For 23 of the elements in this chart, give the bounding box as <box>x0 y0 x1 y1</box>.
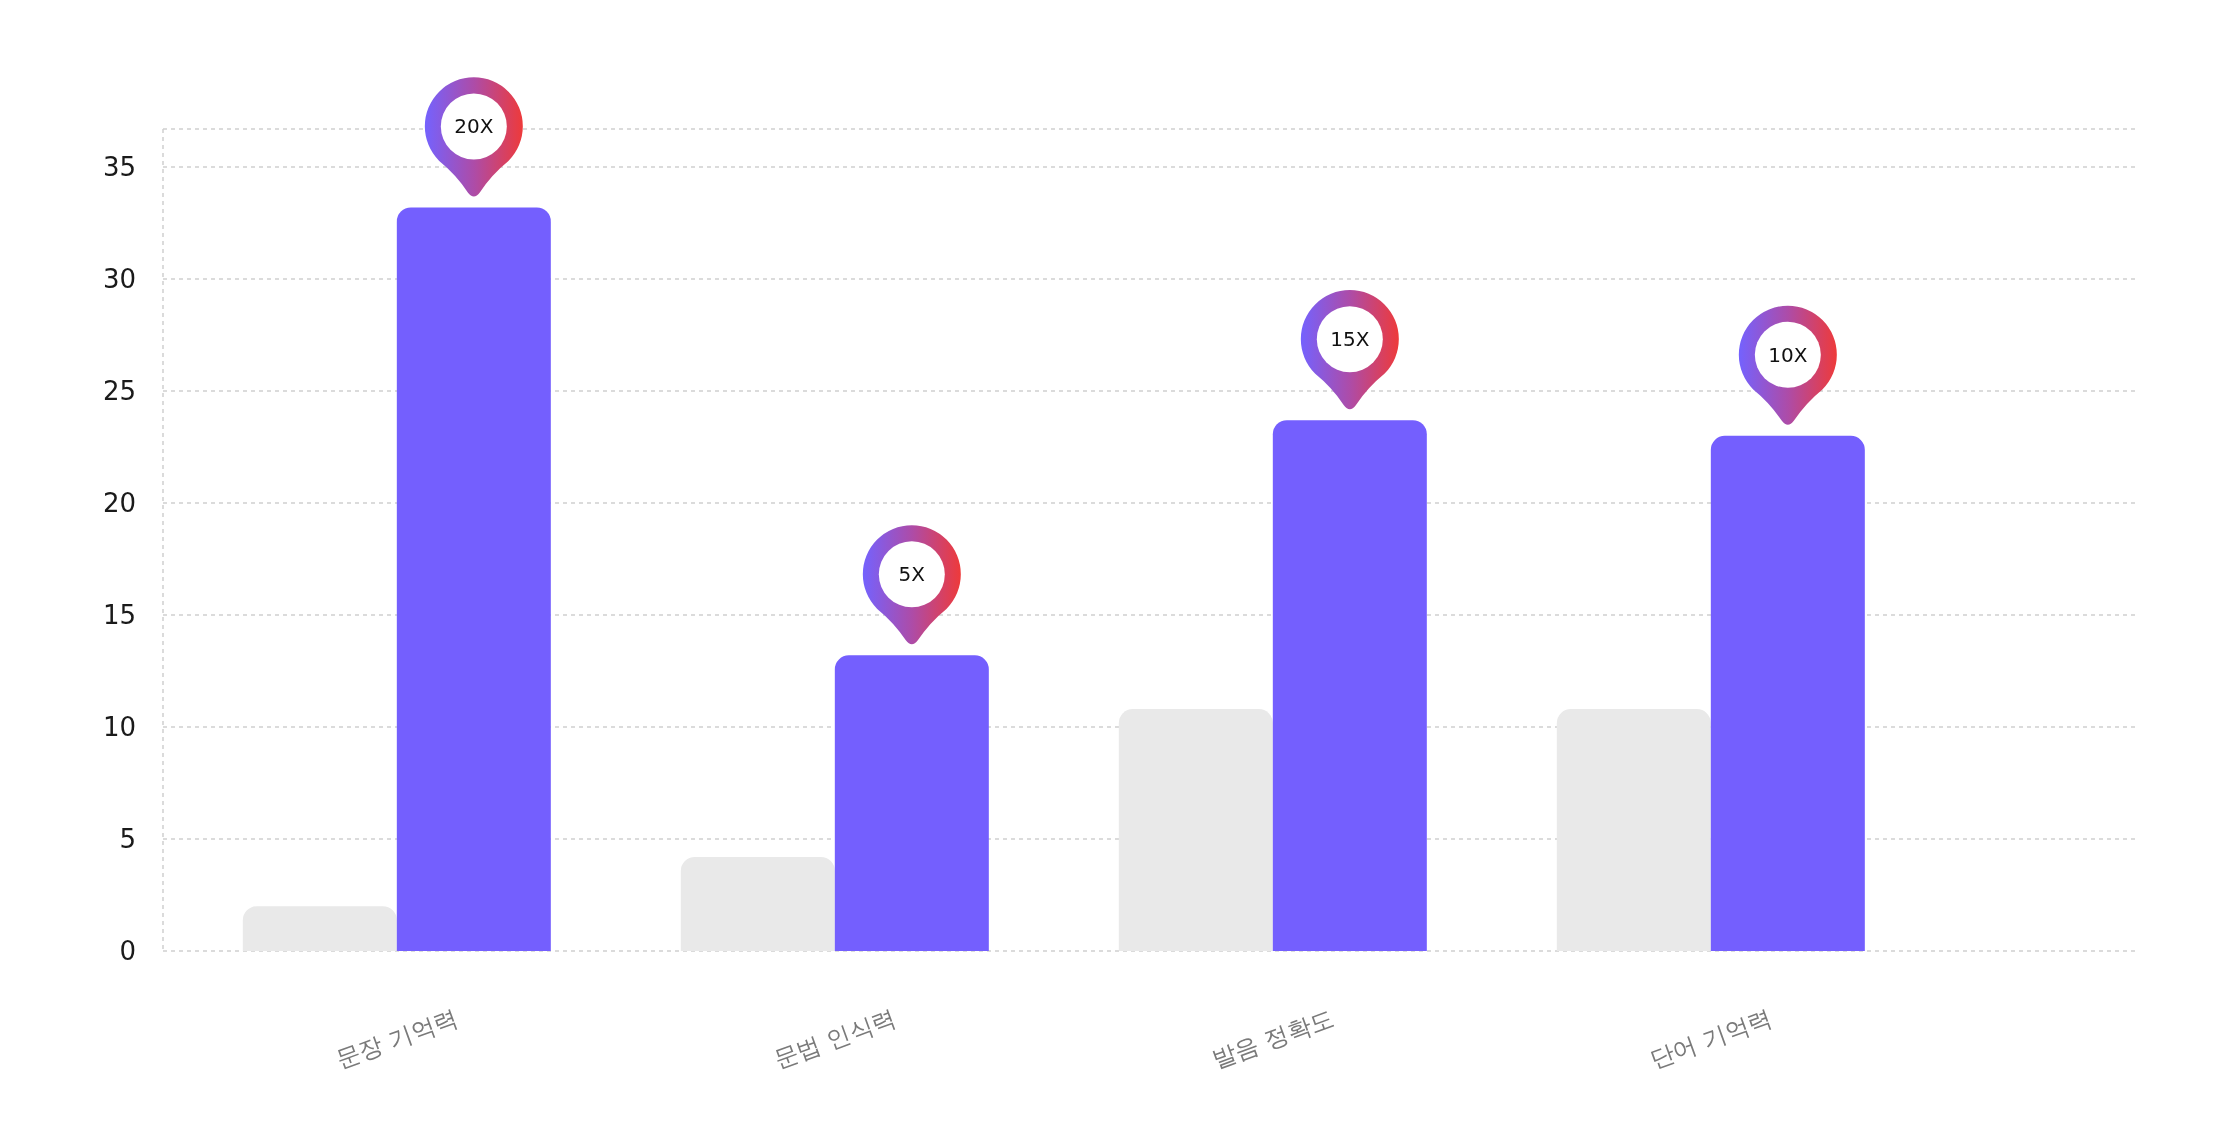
y-tick-label: 25 <box>102 376 136 407</box>
y-tick-label: 10 <box>102 712 136 743</box>
bar <box>1710 435 1865 951</box>
bar <box>680 856 835 951</box>
y-tick-label: 20 <box>102 488 136 519</box>
annotation: 10X <box>1768 342 1808 367</box>
y-tick-label: 5 <box>119 824 136 855</box>
bar <box>242 906 397 951</box>
annotation: 20X <box>454 114 494 139</box>
bar <box>834 655 989 951</box>
x-tick-label: 단어 기억력 <box>1646 1004 1776 1074</box>
y-tick-label: 30 <box>102 264 136 295</box>
y-tick-label: 0 <box>119 936 136 967</box>
y-tick-label: 15 <box>102 600 136 631</box>
bar <box>396 207 551 951</box>
annotation: 5X <box>898 562 926 587</box>
bar <box>1118 709 1273 951</box>
y-tick-label: 35 <box>102 152 136 183</box>
annotation: 15X <box>1330 327 1370 352</box>
x-tick-label: 발음 정확도 <box>1208 1004 1338 1074</box>
x-tick-label: 문장 기억력 <box>332 1004 462 1074</box>
bar <box>1272 420 1427 951</box>
bar <box>1556 709 1711 951</box>
